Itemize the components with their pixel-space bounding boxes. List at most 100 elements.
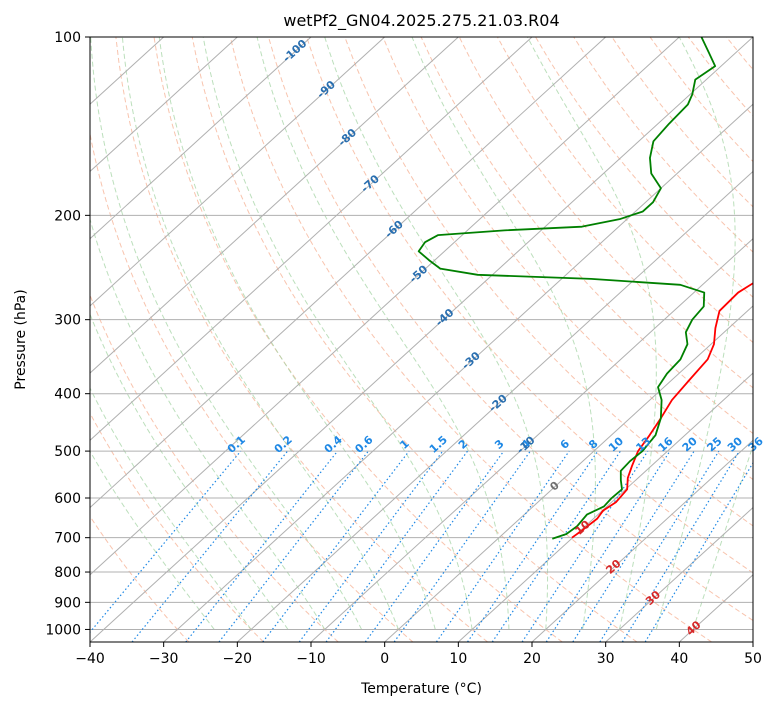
dry-adiabat (306, 37, 753, 574)
dry-adiabat (191, 37, 638, 642)
mixing-ratio-label: 6 (558, 437, 573, 452)
chart-title: wetPf2_GN04.2025.275.21.03.R04 (283, 11, 559, 31)
y-tick-label: 200 (54, 208, 81, 224)
isotherm (90, 37, 386, 307)
dry-adiabat (725, 37, 753, 71)
isotherm (90, 37, 680, 576)
dewpoint-line (417, 37, 717, 540)
profile-series (417, 37, 753, 540)
mixing-ratio-label: 3 (492, 437, 506, 452)
x-tick-label: −30 (149, 651, 179, 667)
mixing-ratio-label: 0.2 (272, 433, 295, 456)
reference-lines (90, 37, 775, 642)
isotherm (531, 439, 753, 642)
dry-adiabat (420, 37, 753, 435)
axes: −40 −30 −20 −10 0 10 20 30 40 50 1000 900 800 700 600 5… (45, 30, 762, 667)
mixing-ratio-line (393, 450, 531, 642)
y-tick-label: 800 (54, 565, 81, 581)
dry-adiabat (344, 37, 753, 527)
dry-adiabat (90, 131, 414, 642)
isotherm (90, 37, 607, 509)
dry-adiabat (765, 37, 775, 642)
moist-adiabat (121, 37, 399, 630)
y-tick-label: 300 (54, 313, 81, 329)
mixing-ratio-line (218, 450, 369, 642)
mixing-ratio-label: 8 (586, 437, 600, 452)
isotherm (90, 37, 533, 442)
mixing-ratio-line (325, 450, 469, 642)
y-tick-label: 1000 (45, 622, 81, 638)
mixing-ratio-label: 0.6 (352, 433, 375, 456)
x-tick-label: 50 (744, 651, 762, 667)
moist-adiabat (90, 37, 363, 630)
moist-adiabat (527, 37, 657, 630)
isotherm (752, 641, 753, 642)
isotherm (310, 237, 753, 642)
dry-adiabat (115, 37, 488, 642)
moist-adiabat (324, 37, 549, 630)
mixing-ratio-line (599, 450, 720, 642)
isotherm (90, 37, 459, 374)
mixing-ratio-label: 1.5 (427, 433, 450, 456)
y-axis-label: Pressure (hPa) (13, 289, 29, 389)
x-tick-label: 30 (597, 651, 615, 667)
isotherm (605, 506, 753, 642)
dry-adiabat (649, 37, 753, 163)
mixing-ratio-line (185, 450, 339, 642)
isotherm (90, 37, 753, 642)
y-tick-label: 900 (54, 595, 81, 611)
plot-frame (89, 36, 754, 643)
mixing-ratio-line (131, 450, 289, 642)
dry-adiabat (687, 37, 753, 117)
mixing-ratio-label: 0.4 (322, 433, 345, 456)
isotherm (236, 170, 753, 642)
dry-adiabat (90, 412, 264, 642)
isotherm (457, 372, 753, 642)
dry-adiabat (229, 37, 712, 642)
x-tick-label: 20 (523, 651, 541, 667)
isotherm (90, 37, 312, 240)
moist-adiabat (202, 37, 473, 630)
dry-adiabat (535, 37, 753, 298)
dry-adiabat (268, 37, 753, 622)
isotherm (384, 305, 753, 642)
x-tick-label: −20 (223, 651, 253, 667)
dry-adiabat (497, 37, 753, 344)
isotherm (163, 103, 753, 642)
mixing-ratio-line (572, 450, 695, 642)
temperature-line (571, 282, 753, 539)
x-axis-label: Temperature (°C) (360, 681, 482, 697)
mixing-ratio-line (364, 450, 505, 642)
mixing-ratio-line (435, 450, 570, 642)
moist-adiabat (256, 37, 510, 630)
dry-adiabat (611, 37, 753, 208)
moist-adiabat (90, 313, 289, 630)
moist-adiabat (90, 386, 252, 630)
moist-adiabat (158, 37, 436, 630)
x-tick-label: −40 (75, 651, 105, 667)
y-tick-label: 500 (54, 444, 81, 460)
mixing-ratio-line (621, 450, 740, 642)
mixing-ratio-line (90, 450, 242, 634)
mixing-ratio-label: 1 (397, 437, 411, 452)
mixing-ratio-line (298, 450, 444, 642)
y-tick-label: 700 (54, 531, 81, 547)
mixing-ratio-line (644, 461, 753, 642)
y-tick-label: 600 (54, 491, 81, 507)
isotherm (90, 37, 238, 173)
moist-adiabat (90, 217, 326, 630)
moist-adiabat (90, 450, 215, 630)
reference-line-labels: 0.1 0.2 0.4 0.6 1 1.5 2 3 4 6 8 10 13 16 20 25 30 36-100-… (225, 37, 766, 639)
mixing-ratio-line (491, 450, 621, 642)
mixing-ratio-line (467, 450, 599, 642)
x-tick-label: 40 (670, 651, 688, 667)
mixing-ratio-line (262, 450, 410, 642)
mixing-ratio-line (545, 450, 671, 642)
x-tick-label: 10 (449, 651, 467, 667)
y-tick-label: 100 (54, 30, 81, 46)
dry-adiabat (573, 37, 753, 253)
moist-adiabat (655, 37, 736, 630)
dry-adiabat (153, 37, 563, 642)
x-tick-label: 0 (380, 651, 389, 667)
